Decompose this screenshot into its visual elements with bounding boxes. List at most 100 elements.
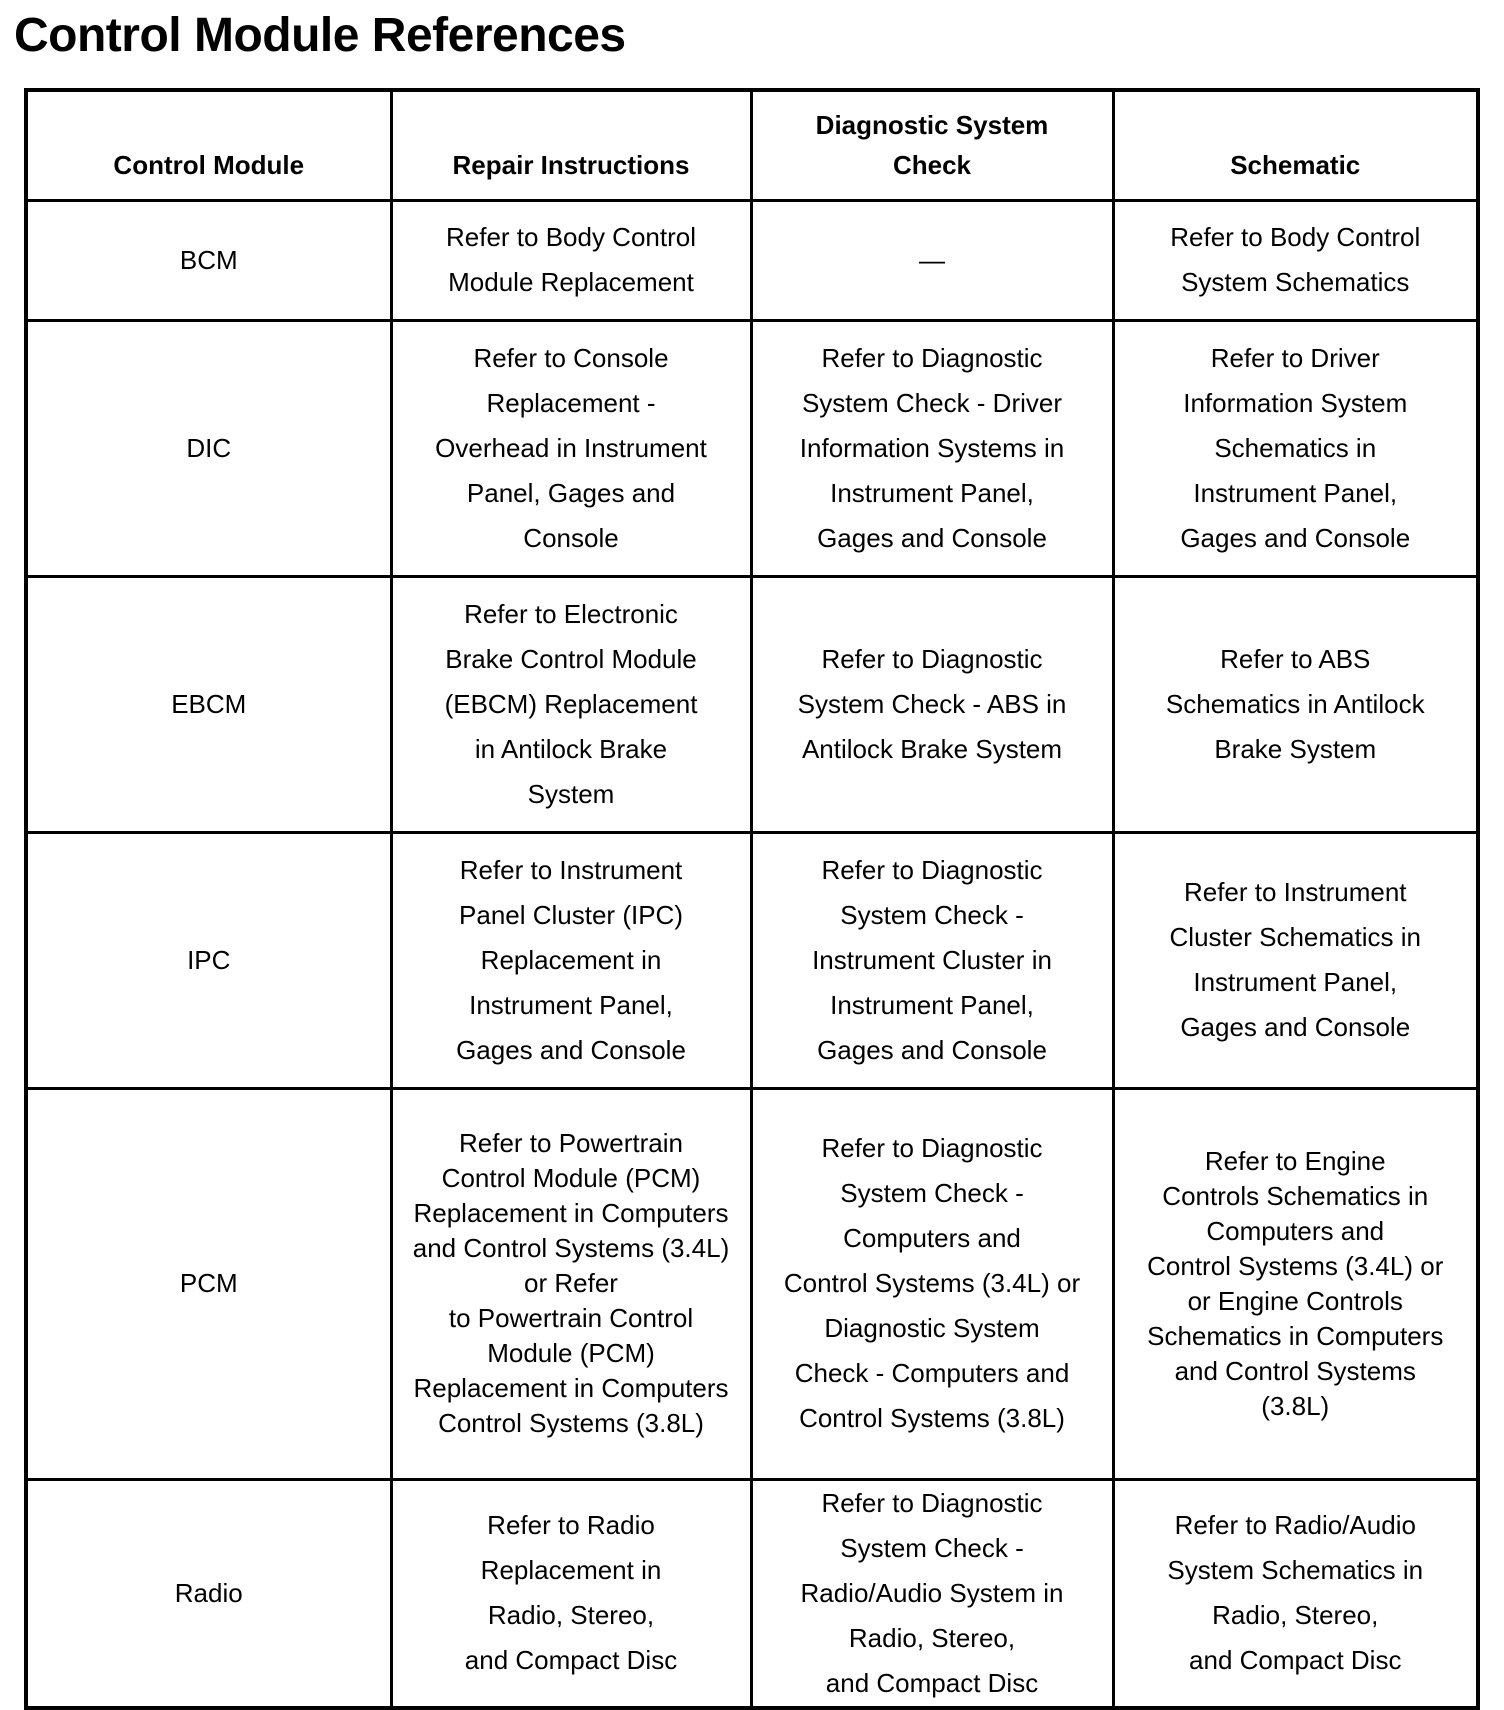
cell-text-line: Controls Schematics in — [1162, 1180, 1429, 1211]
cell-text-line: Replacement - — [486, 387, 656, 418]
repair-cell: Refer to Instrument Panel Cluster (IPC) Re… — [389, 830, 753, 1090]
repair-cell: Refer to Body Control Module Replacement — [389, 198, 753, 322]
cell-text-line: Control Systems (3.8L) — [438, 1408, 704, 1438]
cell-text-line: Radio, Stereo, — [848, 1622, 1016, 1653]
cell-text-line: System Check - — [840, 1532, 1024, 1563]
cell-text-line: Gages and Console — [1180, 522, 1411, 553]
cell-text-line: Computers and — [1206, 1215, 1385, 1246]
cell-text-line: System Schematics — [1181, 267, 1410, 297]
module-cell: IPC — [24, 830, 393, 1090]
cell-text-line: System Check - — [840, 899, 1024, 930]
cell-text-line: Radio, Stereo, — [487, 1600, 655, 1630]
cell-text-line: Brake Control Module — [445, 643, 697, 674]
table-row: EBCM Refer to Electronic Brake Control Mod… — [24, 574, 1480, 834]
cell-text-line: Refer to Instrument — [459, 854, 683, 885]
cell-text-line: Refer to Engine — [1204, 1145, 1386, 1176]
table-row: IPC Refer to Instrument Panel Cluster (IPC… — [24, 830, 1480, 1090]
column-header: Repair Instructions — [389, 88, 753, 202]
schematic-cell: Refer to Driver Information System Schemat… — [1111, 318, 1480, 578]
cell-text-line: Gages and Console — [817, 1034, 1047, 1065]
repair-cell: Refer to Radio Replacement in Radio, Stere… — [389, 1477, 753, 1709]
cell-text-line: Refer to Instrument — [1183, 877, 1407, 907]
cell-text-line: Information Systems in — [799, 432, 1065, 463]
table-row: BCM Refer to Body Control Module Replaceme… — [24, 198, 1480, 322]
cell-text-line: and Compact Disc — [1189, 1645, 1402, 1675]
cell-text-line: Control Systems (3.8L) — [799, 1403, 1065, 1433]
cell-text-line: Refer to Diagnostic — [821, 643, 1043, 674]
cell-text-line: Repair Instructions — [452, 149, 690, 180]
cell-text-line: Schematic — [1230, 149, 1361, 180]
repair-cell: Refer to Console Replacement - Overhead in… — [389, 318, 753, 578]
cell-text-line: Antilock Brake System — [801, 733, 1063, 764]
cell-text-line: Refer to Electronic — [464, 598, 678, 629]
page-title: Control Module References — [14, 9, 626, 62]
schematic-cell: Refer to Body Control System Schematics — [1111, 198, 1480, 322]
cell-text-line: in Antilock Brake — [474, 733, 668, 764]
cell-text-line: Gages and Console — [817, 522, 1047, 553]
module-cell: BCM — [24, 198, 393, 322]
cell-text-line: Refer to Body Control — [445, 222, 696, 252]
cell-text-line: (3.8L) — [1261, 1390, 1330, 1421]
cell-text-line: System — [527, 778, 615, 809]
cell-text-line: Schematics in — [1214, 432, 1377, 463]
cell-text-line: and Control Systems — [1174, 1355, 1416, 1386]
table-row: PCM Refer to Powertrain Control Module (PC… — [24, 1086, 1480, 1481]
column-header: Control Module — [24, 88, 393, 202]
schematic-cell: Refer to ABS Schematics in Antilock Brake … — [1111, 574, 1480, 834]
cell-text-line: — — [919, 244, 945, 275]
cell-text-line: Control Systems (3.4L) or — [1147, 1250, 1444, 1281]
cell-text-line: Information System — [1183, 387, 1408, 418]
control-module-table: Control Module Repair Instructions Diagnos… — [24, 88, 1480, 1710]
cell-text-line: Refer to Diagnostic — [821, 1487, 1043, 1518]
cell-text-line: Schematics in Computers — [1147, 1320, 1444, 1351]
cell-text-line: or Refer — [524, 1268, 618, 1298]
repair-cell: Refer to Powertrain Control Module (PCM) R… — [389, 1086, 753, 1481]
cell-text-line: Diagnostic System — [815, 109, 1049, 140]
module-cell: Radio — [24, 1477, 393, 1709]
cell-text-line: Check - Computers and — [794, 1358, 1070, 1388]
cell-text-line: Module Replacement — [448, 267, 694, 297]
diagnostic-cell: Refer to Diagnostic System Check - Radio/A… — [749, 1477, 1115, 1709]
cell-text-line: (EBCM) Replacement — [444, 688, 698, 719]
column-header: Schematic — [1111, 88, 1480, 202]
cell-text-line: or Engine Controls — [1187, 1285, 1403, 1316]
cell-text-line: Gages and Console — [1180, 1012, 1411, 1042]
cell-text-line: Refer to Driver — [1210, 342, 1380, 373]
cell-text-line: Radio, Stereo, — [1212, 1600, 1379, 1630]
cell-text-line: to Powertrain Control — [448, 1303, 694, 1333]
cell-text-line: Overhead in Instrument — [435, 432, 707, 463]
cell-text-line: Cluster Schematics in — [1169, 922, 1421, 952]
cell-text-line: Refer to Powertrain — [459, 1128, 683, 1158]
cell-text-line: Module (PCM) — [487, 1338, 655, 1368]
cell-text-line: Check — [892, 149, 972, 180]
repair-cell: Refer to Electronic Brake Control Module (… — [389, 574, 753, 834]
cell-text-line: Brake System — [1214, 733, 1377, 764]
table-row: DIC Refer to Console Replacement - Overhead… — [24, 318, 1480, 578]
cell-text-line: Diagnostic System — [824, 1313, 1040, 1343]
cell-text-line: Instrument Panel, — [830, 989, 1034, 1020]
cell-text-line: Instrument Panel, — [830, 477, 1034, 508]
schematic-cell: Refer to Engine Controls Schematics in Com… — [1111, 1086, 1480, 1481]
cell-text-line: System Check - — [840, 1178, 1024, 1208]
cell-text-line: Control Module — [113, 149, 305, 180]
cell-text-line: Schematics in Antilock — [1165, 688, 1425, 719]
cell-text-line: Control Systems (3.4L) or — [783, 1268, 1081, 1298]
cell-text-line: Replacement in Computers — [413, 1373, 729, 1403]
cell-text-line: Instrument Panel, — [1193, 477, 1398, 508]
cell-text-line: Panel Cluster (IPC) — [459, 899, 683, 930]
cell-text-line: Instrument Panel, — [1193, 967, 1398, 997]
cell-text-line: and Compact Disc — [464, 1645, 678, 1675]
table-row: Radio Refer to Radio Replacement in Radio, … — [24, 1477, 1480, 1709]
schematic-cell: Refer to Radio/Audio System Schematics in… — [1111, 1477, 1480, 1709]
cell-text-line: Replacement in Computers — [413, 1198, 729, 1228]
cell-text-line: Replacement in — [480, 1555, 662, 1585]
cell-text-line: Panel, Gages and — [466, 477, 676, 508]
cell-text-line: Replacement in — [480, 944, 662, 975]
cell-text-line: Refer to Body Control — [1170, 222, 1421, 252]
cell-text-line: Refer to Diagnostic — [821, 1133, 1043, 1163]
cell-text-line: Refer to Diagnostic — [821, 342, 1043, 373]
cell-text-line: Refer to Console — [473, 342, 669, 373]
diagnostic-cell: Refer to Diagnostic System Check - Driver… — [749, 318, 1115, 578]
schematic-cell: Refer to Instrument Cluster Schematics in… — [1111, 830, 1480, 1090]
cell-text-line: and Compact Disc — [825, 1667, 1039, 1698]
